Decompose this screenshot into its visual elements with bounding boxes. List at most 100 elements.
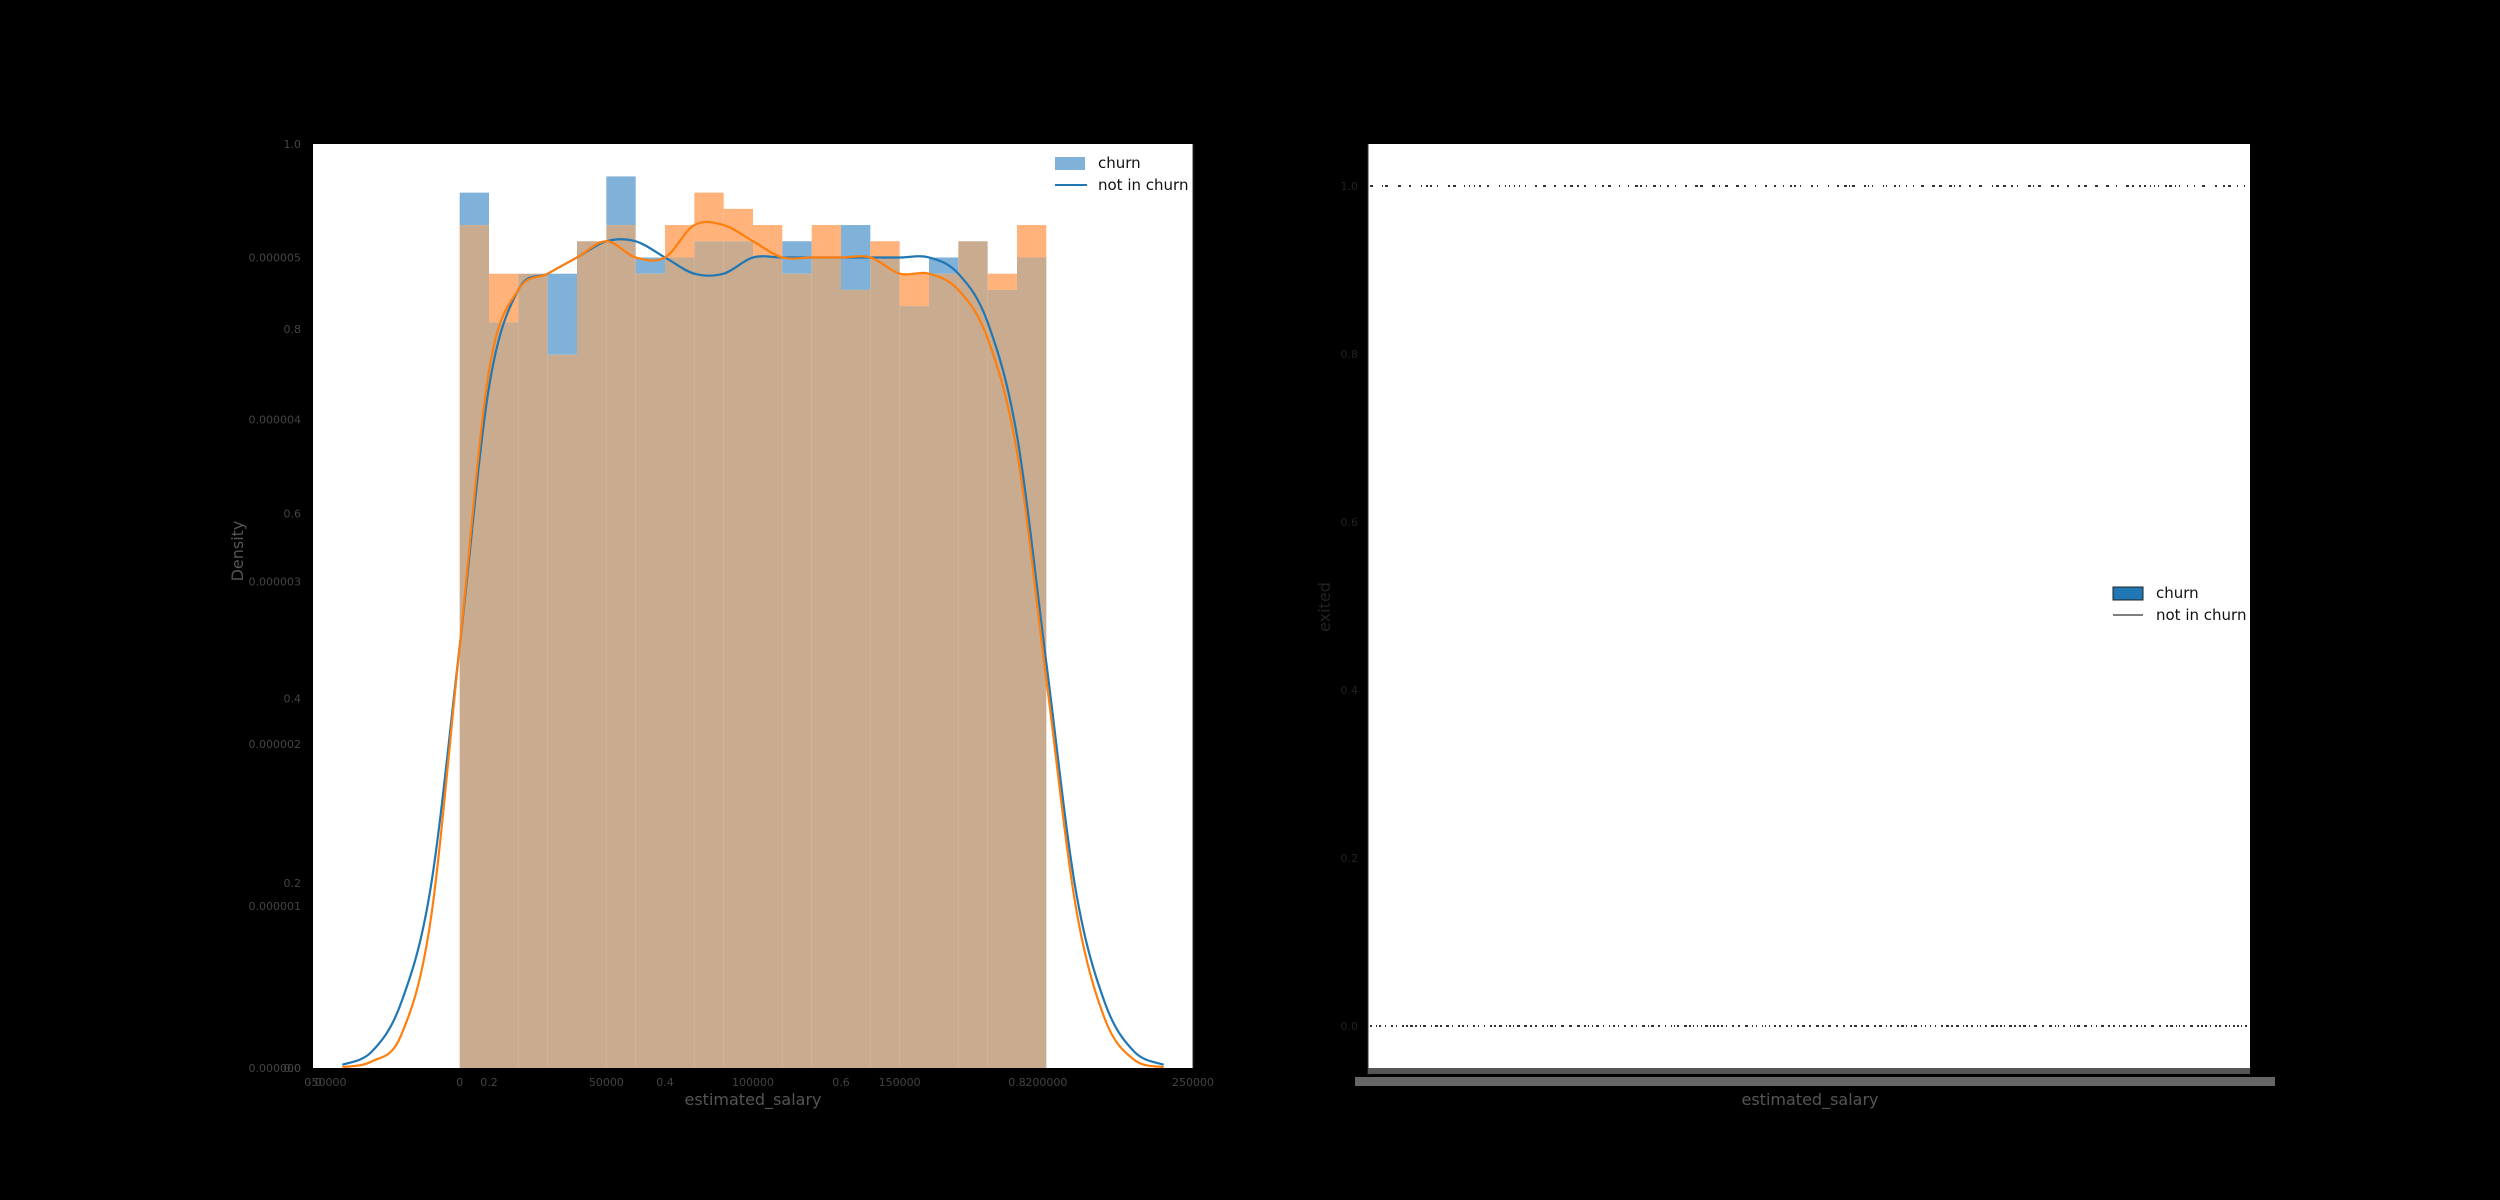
strip-point-exited-1 [2051, 185, 2054, 187]
strip-point-exited-1 [2033, 185, 2034, 187]
strip-point-exited-0 [1550, 1025, 1553, 1027]
strip-point-exited-0 [2113, 1025, 2115, 1027]
strip-point-exited-0 [1843, 1025, 1845, 1027]
strip-point-exited-1 [2084, 185, 2087, 187]
left-shadow-x-tick-label: 0.6 [832, 1076, 850, 1089]
strip-point-exited-1 [2194, 185, 2195, 187]
strip-point-exited-0 [2000, 1025, 2002, 1027]
strip-point-exited-0 [2151, 1025, 2154, 1027]
strip-point-exited-1 [1464, 185, 1465, 187]
strip-point-exited-0 [1462, 1025, 1464, 1027]
strip-point-exited-0 [1385, 1025, 1386, 1027]
strip-point-exited-0 [2205, 1025, 2207, 1027]
left-x-ticks: 0 50000 100000 150000 200000 250000 -50000 [308, 1076, 1214, 1089]
strip-point-exited-1 [1370, 185, 1373, 187]
strip-point-exited-1 [1514, 185, 1515, 187]
strip-point-exited-1 [2165, 185, 2167, 187]
strip-point-exited-0 [2130, 1025, 2132, 1027]
histogram-bar-overlap-18 [987, 289, 1017, 1068]
histogram-bar-overlap-12 [811, 257, 841, 1068]
strip-point-exited-1 [1868, 185, 1869, 187]
strip-point-exited-0 [2058, 1025, 2059, 1027]
strip-point-exited-1 [1992, 185, 1993, 187]
strip-point-exited-0 [2074, 1025, 2075, 1027]
strip-point-exited-0 [2042, 1025, 2044, 1027]
strip-point-exited-1 [1499, 185, 1500, 187]
strip-point-exited-1 [1774, 185, 1776, 187]
histogram-bar-top-14 [870, 241, 900, 258]
left-y-tick-label: 0.000002 [249, 738, 302, 751]
strip-point-exited-0 [1435, 1025, 1438, 1027]
strip-point-exited-1 [1660, 185, 1661, 187]
strip-point-exited-1 [1519, 185, 1520, 187]
strip-point-exited-0 [1648, 1025, 1649, 1027]
strip-point-exited-1 [2017, 185, 2018, 187]
histogram-bar-overlap-14 [870, 257, 900, 1068]
strip-point-exited-1 [1852, 185, 1855, 187]
strip-point-exited-0 [1980, 1025, 1981, 1027]
strip-point-exited-1 [2154, 185, 2155, 187]
strip-point-exited-0 [2049, 1025, 2052, 1027]
strip-point-exited-0 [1802, 1025, 1805, 1027]
right-x-axis-label: estimated_salary [1742, 1090, 1879, 1110]
strip-point-exited-0 [1921, 1025, 1922, 1027]
strip-point-exited-0 [1752, 1025, 1753, 1027]
strip-point-exited-0 [1914, 1025, 1917, 1027]
strip-point-exited-0 [1738, 1025, 1740, 1027]
strip-point-exited-0 [1588, 1025, 1589, 1027]
strip-point-exited-0 [1613, 1025, 1615, 1027]
left-x-axis-label: estimated_salary [685, 1090, 822, 1110]
strip-point-exited-0 [1861, 1025, 1863, 1027]
strip-point-exited-0 [1494, 1025, 1496, 1027]
strip-point-exited-0 [2034, 1025, 2037, 1027]
strip-point-exited-0 [1618, 1025, 1619, 1027]
strip-point-exited-0 [1816, 1025, 1819, 1027]
left-y-axis-label: Density [228, 521, 247, 582]
left-histogram-bars [459, 176, 1047, 1069]
left-shadow-x-tick-label: 0.4 [656, 1076, 674, 1089]
strip-point-exited-0 [1701, 1025, 1702, 1027]
strip-point-exited-0 [2144, 1025, 2146, 1027]
strip-point-exited-1 [2175, 185, 2176, 187]
strip-point-exited-1 [1712, 185, 1715, 187]
legend-label-churn: churn [1098, 154, 1141, 172]
strip-point-exited-1 [1421, 185, 1422, 187]
strip-point-exited-0 [1603, 1025, 1604, 1027]
strip-point-exited-0 [1911, 1025, 1912, 1027]
strip-point-exited-0 [1446, 1025, 1449, 1027]
strip-point-exited-0 [1765, 1025, 1766, 1027]
strip-point-exited-0 [1991, 1025, 1994, 1027]
strip-point-exited-0 [1410, 1025, 1413, 1027]
strip-point-exited-1 [2038, 185, 2041, 187]
strip-point-exited-0 [2077, 1025, 2080, 1027]
strip-point-exited-0 [1677, 1025, 1679, 1027]
strip-point-exited-0 [2197, 1025, 2199, 1027]
strip-point-exited-1 [2139, 185, 2141, 187]
strip-point-exited-0 [1996, 1025, 1998, 1027]
histogram-bar-overlap-19 [1017, 257, 1047, 1068]
strip-point-exited-1 [1675, 185, 1676, 187]
left-x-tick-label: 0 [456, 1076, 463, 1089]
strip-point-exited-1 [1765, 185, 1767, 187]
legend-label-not-in-churn: not in churn [1098, 176, 1188, 194]
left-shadow-x-tick-label: 0.2 [480, 1076, 498, 1089]
strip-point-exited-1 [1577, 185, 1579, 187]
strip-point-exited-0 [1762, 1025, 1763, 1027]
strip-point-exited-1 [1744, 185, 1746, 187]
strip-point-exited-1 [2223, 185, 2225, 187]
strip-point-exited-1 [1595, 185, 1596, 187]
strip-point-exited-0 [1642, 1025, 1645, 1027]
histogram-bar-overlap-16 [929, 273, 959, 1068]
strip-point-exited-0 [2215, 1025, 2217, 1027]
strip-point-exited-0 [1946, 1025, 1949, 1027]
histogram-bar-overlap-0 [459, 225, 489, 1069]
strip-point-exited-0 [1977, 1025, 1978, 1027]
strip-point-exited-1 [1437, 185, 1438, 187]
strip-point-exited-0 [1935, 1025, 1936, 1027]
strip-point-exited-0 [1941, 1025, 1943, 1027]
strip-point-exited-1 [2150, 185, 2151, 187]
strip-point-exited-0 [2119, 1025, 2120, 1027]
strip-point-exited-0 [1710, 1025, 1711, 1027]
strip-point-exited-0 [1693, 1025, 1694, 1027]
strip-point-exited-1 [1725, 185, 1728, 187]
